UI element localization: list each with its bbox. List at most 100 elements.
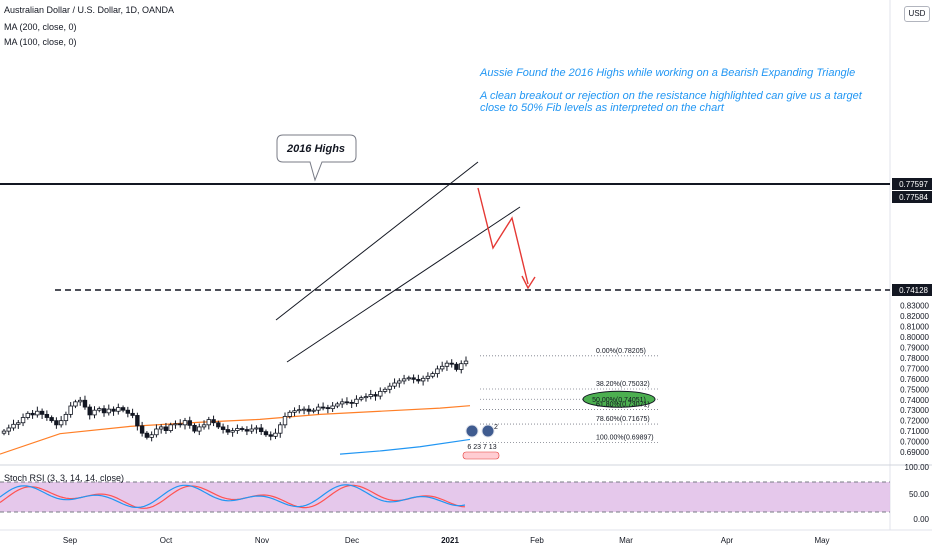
candle-body	[144, 432, 150, 438]
candle-body	[444, 362, 450, 367]
candle-body	[278, 424, 283, 434]
candle-body	[420, 377, 426, 382]
projection-path[interactable]	[477, 187, 529, 285]
candle-body	[20, 417, 26, 424]
candle-body	[335, 403, 340, 407]
candle-body	[63, 413, 69, 422]
price-tick-label: 0.81000	[900, 323, 929, 332]
candle-body	[435, 368, 440, 375]
price-tick-label: 0.72000	[900, 417, 929, 426]
candle-body	[378, 390, 383, 397]
candlestick-series	[1, 356, 469, 442]
candle-body	[225, 429, 231, 433]
price-pane[interactable]	[0, 0, 890, 465]
ma200-line	[339, 438, 471, 455]
ma200-legend[interactable]: MA (200, close, 0)	[4, 22, 77, 32]
price-tick-label: 0.80000	[900, 333, 929, 342]
candle-body	[78, 399, 83, 403]
candle-body	[387, 385, 392, 390]
candle-body	[216, 422, 221, 428]
candle-body	[454, 363, 459, 370]
candle-body	[268, 434, 273, 437]
ma100-legend[interactable]: MA (100, close, 0)	[4, 37, 77, 47]
symbol-legend[interactable]: Australian Dollar / U.S. Dollar, 1D, OAN…	[4, 5, 175, 15]
candle-body	[359, 397, 364, 400]
fib-retracement[interactable]: 0.00%(0.78205) 38.20%(0.75032) 50.00%(0.74…	[480, 348, 660, 444]
channel-lower-line[interactable]	[286, 206, 521, 363]
fib-level-label: 38.20%(0.75032)	[596, 381, 650, 388]
channel-upper-line[interactable]	[275, 161, 479, 321]
candle-body	[30, 412, 35, 416]
price-tick-label: 0.75000	[900, 385, 929, 394]
fib-50-highlight	[582, 390, 656, 408]
candle-body	[406, 377, 412, 380]
price-scale[interactable]	[890, 0, 932, 530]
candle-body	[325, 407, 331, 410]
time-axis-label: Nov	[255, 536, 269, 545]
callout-2016-highs[interactable]: 2016 Highs	[276, 134, 357, 182]
fib-level-label: 100.00%(0.69897)	[596, 435, 654, 442]
candle-body	[16, 422, 21, 425]
candle-body	[430, 373, 435, 377]
callout-text: 2016 Highs	[286, 143, 345, 155]
price-tick-label: 0.78000	[900, 354, 929, 363]
candle-body	[49, 417, 54, 422]
projection-arrowhead	[521, 275, 536, 290]
candle-body	[116, 407, 121, 412]
candle-body	[297, 409, 302, 412]
candle-body	[282, 416, 288, 426]
candle-body	[120, 407, 126, 411]
candle-body	[230, 430, 235, 433]
candle-body	[220, 426, 226, 430]
candle-body	[301, 408, 307, 411]
rsi-tick-labels: 100.00 50.00 0.00	[905, 463, 930, 524]
candle-body	[1, 430, 7, 434]
candle-body	[35, 410, 40, 416]
price-tick-label: 0.70000	[900, 438, 929, 447]
candle-body	[192, 424, 197, 432]
candle-body	[168, 424, 173, 431]
candle-body	[344, 401, 350, 404]
candle-body	[397, 380, 402, 384]
candle-body	[311, 409, 316, 412]
candle-body	[459, 363, 464, 370]
candle-body	[244, 429, 250, 432]
candle-body	[197, 426, 202, 432]
rsi-tick-label: 100.00	[905, 463, 930, 472]
rsi-tick-label: 50.00	[909, 490, 930, 499]
rsi-overbought-oversold-band	[0, 482, 890, 512]
candle-body	[411, 377, 416, 380]
headline-note: Aussie Found the 2016 Highs while workin…	[480, 67, 856, 79]
candle-body	[292, 410, 297, 413]
analysis-note-line1: A clean breakout or rejection on the res…	[480, 90, 862, 102]
price-tick-label: 0.79000	[900, 344, 929, 353]
candle-body	[130, 412, 135, 416]
candle-body	[449, 362, 454, 365]
candle-body	[401, 378, 407, 382]
price-tick-label: 0.76000	[900, 375, 929, 384]
price-badge	[892, 284, 932, 296]
candle-body	[211, 419, 216, 424]
candle-body	[287, 411, 292, 417]
news-avatar-icon	[465, 424, 479, 438]
candle-body	[149, 434, 154, 438]
fib-level-label: 0.00%(0.78205)	[596, 348, 646, 355]
candle-body	[249, 428, 254, 432]
stoch-rsi-legend[interactable]: Stoch RSI (3, 3, 14, 14, close)	[4, 473, 125, 483]
candle-body	[158, 426, 164, 430]
candle-body	[187, 420, 192, 426]
ma100-line	[0, 405, 471, 455]
candle-body	[73, 401, 78, 407]
candle-body	[163, 426, 169, 431]
time-axis-label: Sep	[63, 536, 78, 545]
candle-body	[6, 427, 11, 432]
currency-selector[interactable]: USD	[904, 6, 930, 22]
fib-level-label: 61.80%(0.73071)	[596, 401, 650, 408]
price-badge-label: 0.74128	[899, 286, 928, 295]
candle-body	[154, 428, 159, 436]
events-marker[interactable]: 2 6 23 7 13	[462, 424, 500, 460]
candle-body	[258, 427, 264, 433]
candle-body	[82, 399, 88, 408]
